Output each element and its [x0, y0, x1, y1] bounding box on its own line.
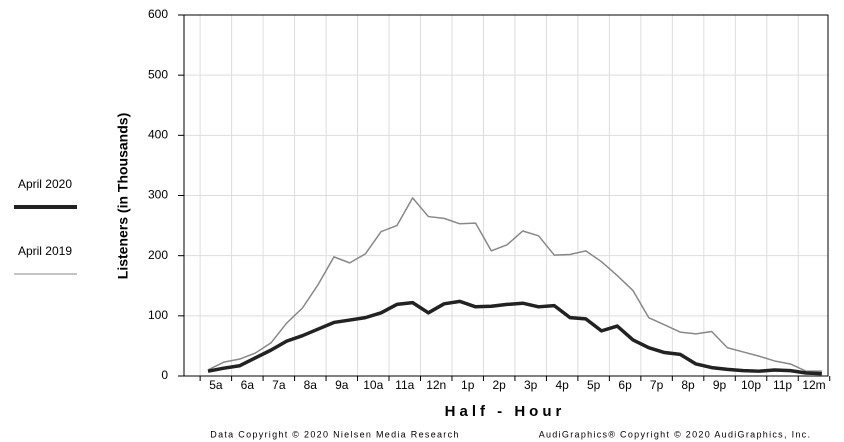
y-tick-label: 0 [161, 368, 168, 382]
x-tick-label: 4p [555, 378, 569, 392]
x-tick-label: 10p [741, 378, 761, 392]
x-tick-label: 8p [681, 378, 695, 392]
y-tick-label: 300 [148, 188, 168, 202]
plot-frame [183, 14, 829, 377]
x-tick-label: 1p [461, 378, 475, 392]
x-tick-label: 6a [241, 378, 255, 392]
y-tick-label: 200 [148, 248, 168, 262]
x-tick-label: 6p [618, 378, 632, 392]
x-tick-label: 12m [802, 378, 825, 392]
x-tick-label: 2p [493, 378, 507, 392]
x-axis-label: Half - Hour [445, 403, 566, 420]
x-tick-label: 11a [395, 378, 414, 392]
x-tick-label: 12n [426, 378, 446, 392]
y-tick-label: 600 [148, 7, 168, 21]
x-tick-label: 3p [524, 378, 538, 392]
x-tick-label: 11p [773, 378, 792, 392]
y-tick-label: 400 [148, 128, 168, 142]
x-tick-label: 10a [363, 378, 383, 392]
footer-text: AudiGraphics® Copyright © 2020 AudiGraph… [539, 429, 812, 439]
series-line [207, 197, 822, 372]
x-tick-label: 5a [209, 378, 223, 392]
y-tick-label: 500 [148, 67, 168, 81]
x-tick-label: 7p [650, 378, 664, 392]
y-tick-label: 100 [148, 308, 168, 322]
x-tick-label: 5p [587, 378, 601, 392]
footer-text: Data Copyright © 2020 Nielsen Media Rese… [210, 429, 459, 439]
legend-label: April 2019 [18, 244, 72, 258]
series-line [207, 299, 822, 376]
x-tick-label: 8a [304, 378, 318, 392]
x-tick-label: 9a [335, 378, 349, 392]
y-axis-label: Listeners (in Thousands) [115, 113, 131, 279]
x-tick-label: 7a [272, 378, 286, 392]
x-tick-label: 9p [713, 378, 727, 392]
legend-label: April 2020 [18, 177, 72, 191]
